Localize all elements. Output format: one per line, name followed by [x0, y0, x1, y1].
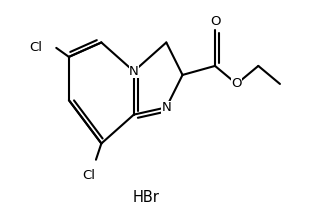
Text: Cl: Cl [82, 169, 95, 182]
Text: Cl: Cl [29, 41, 42, 54]
Text: O: O [231, 78, 242, 91]
Text: N: N [162, 101, 171, 114]
Text: O: O [210, 15, 220, 28]
Text: N: N [129, 65, 139, 78]
Text: HBr: HBr [133, 190, 160, 205]
